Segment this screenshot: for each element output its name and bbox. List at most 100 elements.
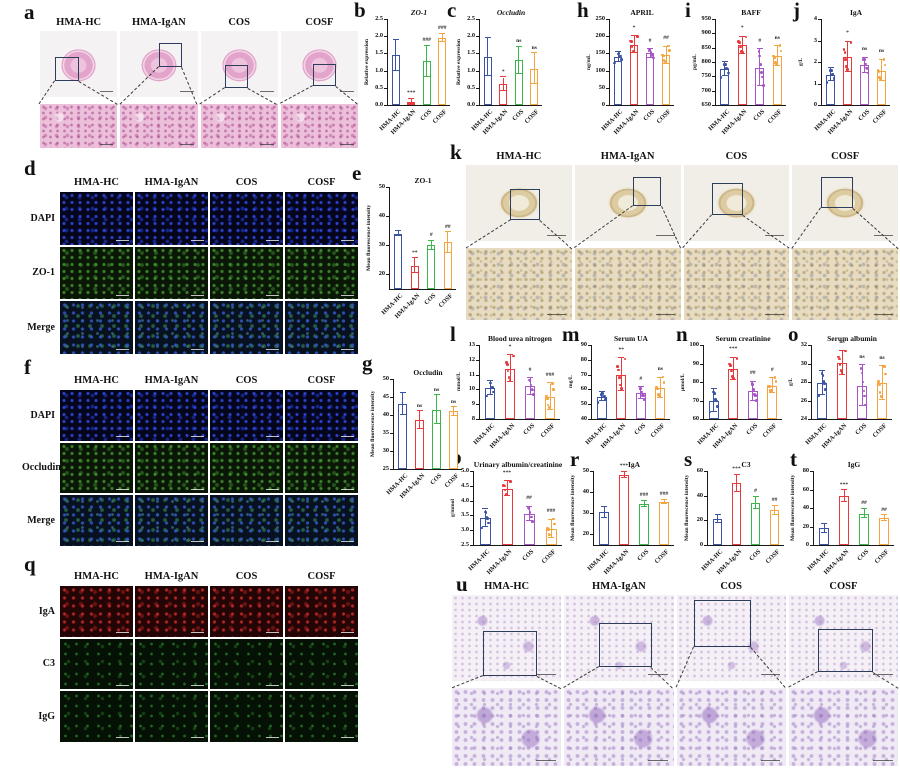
y-tick-label: 2	[813, 58, 817, 65]
panel-label-s: s	[684, 447, 693, 471]
y-tick	[476, 374, 479, 376]
micro-image	[60, 301, 133, 354]
column-header: HMA-IgAN	[144, 571, 199, 582]
micro-column: HMA-IgAN	[563, 580, 674, 767]
error-bar	[617, 51, 619, 62]
micro-image-overview	[120, 31, 198, 97]
panel-label-r: r	[570, 447, 580, 471]
data-dot	[774, 380, 778, 384]
error-cap	[714, 514, 721, 516]
error-bar	[759, 49, 761, 87]
error-cap	[450, 414, 457, 416]
chart-title: Serum UA	[614, 334, 648, 343]
y-tick	[808, 400, 811, 402]
data-dot	[842, 48, 846, 51]
data-dot	[480, 526, 483, 530]
data-dot	[708, 410, 712, 414]
error-bar	[881, 59, 882, 82]
y-tick-label: 24	[800, 415, 807, 422]
column-header: COSF	[305, 17, 334, 28]
error-cap	[399, 414, 406, 415]
plot-area: *** ## ###	[473, 470, 562, 546]
y-tick	[818, 83, 821, 85]
y-tick-label: 32	[800, 341, 807, 348]
data-dot	[866, 71, 870, 75]
error-cap	[861, 517, 867, 519]
micro-image	[60, 691, 133, 742]
data-dot	[730, 369, 733, 373]
data-dot	[552, 388, 555, 391]
significance-annotation: ns	[859, 353, 865, 360]
micro-image	[285, 691, 358, 742]
inset-box	[632, 177, 662, 207]
error-cap	[861, 71, 868, 73]
panel-label-j: j	[793, 0, 800, 22]
panel-label-k: k	[450, 140, 462, 164]
data-dot	[508, 378, 512, 382]
error-cap	[661, 502, 667, 504]
error-cap	[392, 38, 399, 40]
data-dot	[731, 375, 734, 378]
data-dot	[876, 68, 880, 72]
data-dot	[864, 62, 867, 66]
plot-area: ** # ##	[389, 187, 456, 290]
significance-annotation: #	[639, 375, 643, 382]
data-dot	[667, 44, 670, 48]
panel-a-he-histology: HMA-HC HMA-IgAN COS COSF	[39, 16, 358, 150]
data-dot	[551, 381, 554, 385]
significance-annotation: ns	[861, 46, 868, 53]
error-cap	[657, 397, 664, 399]
significance-annotation: ##	[881, 506, 887, 513]
row-label: C3	[42, 658, 55, 670]
micro-image	[60, 586, 133, 637]
significance-annotation: ***	[732, 466, 741, 473]
error-cap	[507, 354, 513, 356]
micro-image	[210, 442, 283, 494]
y-tick-label: 50	[382, 375, 389, 382]
y-tick	[386, 245, 389, 247]
error-cap	[756, 48, 763, 50]
micro-image	[210, 192, 283, 245]
error-cap	[598, 400, 605, 402]
chart-title: IgA	[627, 460, 641, 469]
error-cap	[647, 56, 653, 58]
y-tick	[818, 19, 821, 20]
micro-image	[60, 495, 133, 546]
y-tick	[384, 53, 387, 55]
micro-image	[210, 495, 283, 546]
significance-annotation: ##	[526, 494, 532, 501]
bar	[769, 510, 780, 545]
data-dot	[759, 63, 762, 66]
data-dot	[725, 67, 728, 70]
micro-image-overview	[574, 165, 681, 241]
data-dot	[864, 403, 867, 407]
data-dot	[843, 51, 847, 54]
data-dot	[602, 395, 605, 399]
micro-column: HMA-IgAN	[574, 150, 681, 320]
data-dot	[623, 357, 627, 361]
panel-k-ihc-histology: HMA-HC HMA-IgAN COS COSF	[465, 150, 899, 320]
data-dot	[650, 54, 654, 58]
y-tick	[588, 389, 591, 391]
column-header: COS	[725, 151, 748, 162]
data-dot	[488, 381, 492, 385]
data-dot	[861, 380, 865, 384]
error-cap	[439, 32, 446, 34]
error-bar	[713, 389, 715, 412]
error-cap	[774, 65, 781, 67]
y-tick	[704, 545, 707, 546]
y-tick-label: 0	[805, 541, 809, 548]
error-bar	[881, 366, 883, 400]
column-header: COSF	[829, 581, 858, 592]
y-tick-label: 1.5	[375, 49, 383, 57]
bar	[639, 503, 649, 545]
panel-label-l: l	[450, 322, 456, 346]
significance-annotation: ns	[657, 365, 663, 372]
data-dot	[865, 66, 868, 70]
error-bar	[502, 77, 504, 92]
data-dot	[657, 393, 660, 396]
micro-column: COS	[682, 150, 790, 320]
error-bar	[489, 380, 491, 396]
micro-image-zoom	[200, 104, 278, 148]
error-cap	[739, 35, 746, 37]
